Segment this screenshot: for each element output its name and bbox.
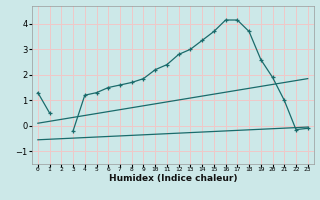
X-axis label: Humidex (Indice chaleur): Humidex (Indice chaleur) — [108, 174, 237, 183]
